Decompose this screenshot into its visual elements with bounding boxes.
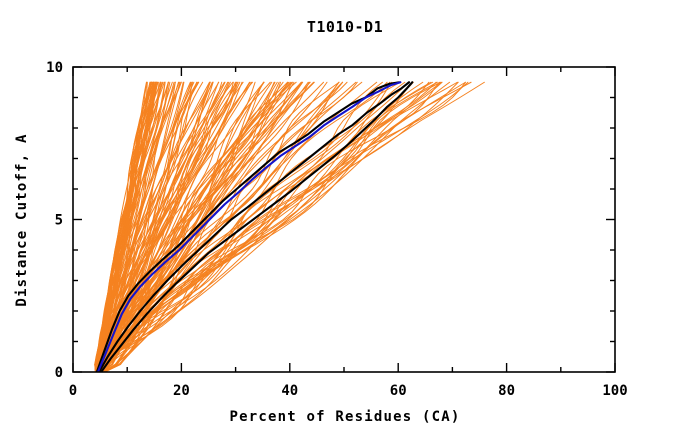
x-tick-label: 40 — [281, 383, 298, 399]
highlight-curve — [97, 81, 411, 372]
ensemble-curve — [96, 81, 239, 372]
ensemble-curve — [101, 81, 343, 372]
x-tick-label: 80 — [498, 383, 515, 399]
y-axis-tick-labels: 0 5 10 — [46, 60, 63, 381]
ensemble-curve — [98, 81, 290, 372]
ensemble-curve — [96, 81, 214, 372]
x-tick-label: 20 — [173, 383, 190, 399]
ensemble-curve — [96, 81, 271, 372]
ensemble-curve — [100, 81, 393, 372]
ensemble-curve — [94, 81, 157, 372]
ensemble-curve — [98, 81, 440, 372]
x-tick-label: 60 — [390, 383, 407, 399]
ensemble-curve — [103, 81, 430, 372]
target-curve — [96, 81, 402, 372]
ensemble-curve — [104, 81, 485, 372]
ensemble-curve — [98, 81, 438, 372]
ensemble-curve — [102, 81, 424, 372]
ensemble-curve — [96, 81, 198, 372]
highlight-curve — [100, 81, 414, 372]
ensemble-curve — [95, 81, 152, 372]
x-tick-label: 100 — [602, 383, 627, 399]
y-tick-label: 5 — [55, 213, 63, 229]
ensemble-curve — [102, 81, 401, 372]
y-tick-label: 0 — [55, 365, 63, 381]
ensemble-curve — [101, 81, 451, 372]
x-tick-label: 0 — [69, 383, 77, 399]
ensemble-curve — [99, 81, 388, 372]
ensemble-curve — [96, 81, 280, 372]
x-axis-title: Percent of Residues (CA) — [229, 409, 460, 425]
highlight-curve — [95, 81, 401, 372]
ensemble-curve — [96, 81, 193, 372]
ensemble-curve — [103, 81, 458, 372]
ensemble-curve — [103, 81, 443, 372]
y-tick-label: 10 — [46, 60, 63, 76]
ensemble-curve — [98, 81, 284, 372]
ensemble-curve — [99, 81, 278, 372]
chart-title: T1010-D1 — [307, 18, 383, 36]
y-axis-ticks — [73, 66, 615, 373]
x-axis-ticks — [72, 67, 616, 372]
ensemble-curve — [96, 81, 169, 372]
ensemble-curve — [99, 81, 297, 372]
highlight-curves-group — [95, 81, 414, 372]
y-axis-title: Distance Cutoff, A — [14, 133, 30, 306]
ensemble-curve — [95, 81, 166, 372]
target-curve-group — [96, 81, 402, 372]
ensemble-curve — [100, 81, 340, 372]
x-axis-tick-labels: 0 20 40 60 80 100 — [69, 383, 628, 399]
